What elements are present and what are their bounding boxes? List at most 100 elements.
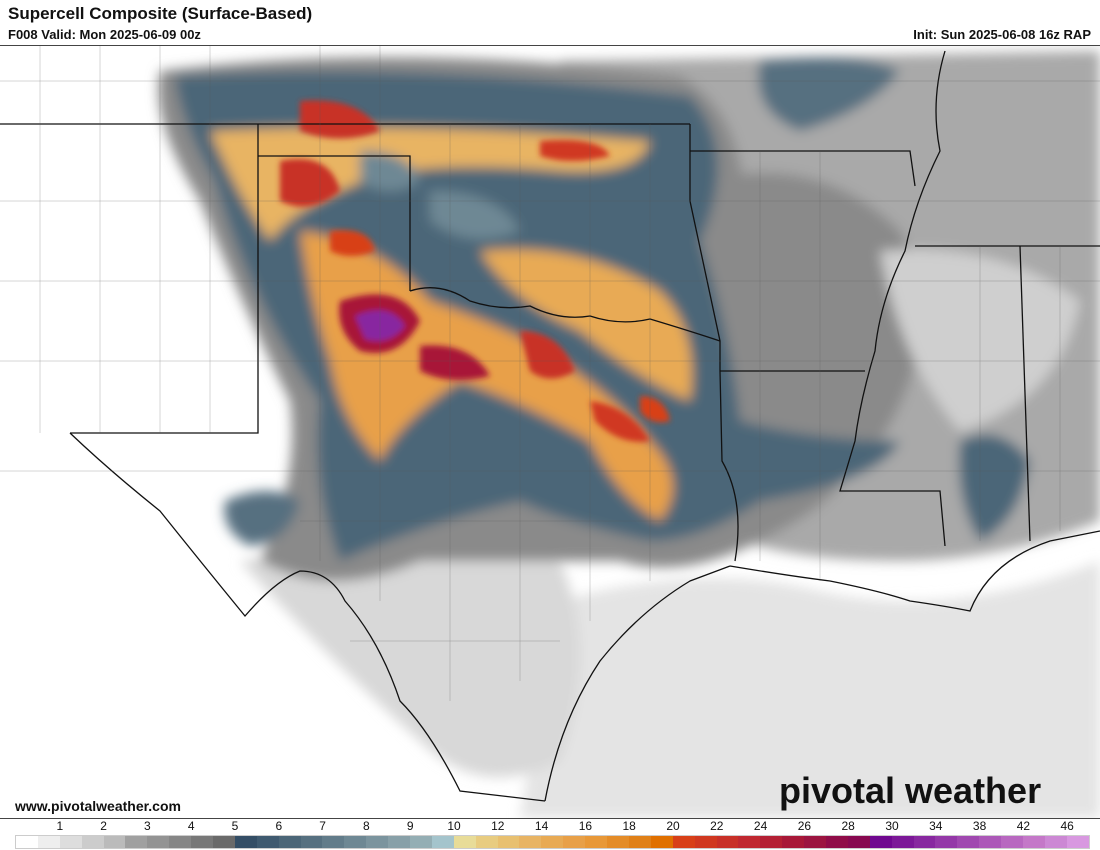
colorbar-swatch	[59, 836, 82, 848]
colorbar-swatch	[147, 836, 170, 848]
colorbar-label: 16	[578, 819, 593, 833]
colorbar-swatch	[366, 836, 389, 848]
boundaries	[0, 50, 1100, 802]
colorbar-swatch	[475, 836, 498, 848]
colorbar	[15, 835, 1090, 849]
colorbar-label: 2	[100, 819, 107, 833]
colorbar-swatch	[497, 836, 520, 848]
red-mid	[420, 345, 490, 380]
colorbar-swatch	[738, 836, 761, 848]
texas-coast	[544, 565, 731, 802]
colorbar-swatch	[519, 836, 542, 848]
red-central	[520, 331, 575, 379]
colorbar-swatch	[388, 836, 411, 848]
colorbar-swatch	[1044, 836, 1067, 848]
blue-northeast-blob	[758, 57, 900, 131]
pivotal-weather-logo: pivotal weather	[779, 770, 1042, 811]
colorbar-swatch	[256, 836, 279, 848]
state-border-ok-panhandle	[258, 155, 411, 291]
colorbar-label: 24	[753, 819, 768, 833]
teal-hole-2	[430, 191, 520, 239]
colorbar-label: 20	[666, 819, 680, 833]
colorbar-swatch	[913, 836, 936, 848]
colorbar-swatch	[782, 836, 805, 848]
state-border-mo-ar	[690, 150, 916, 187]
colorbar-label: 46	[1060, 819, 1074, 833]
blue-band	[175, 71, 900, 561]
colorbar-swatch	[891, 836, 914, 848]
colorbar-label: 12	[491, 819, 505, 833]
colorbar-label: 28	[841, 819, 855, 833]
colorbar-label: 38	[972, 819, 987, 833]
colorbar-swatch	[694, 836, 717, 848]
colorbar-swatch	[716, 836, 739, 848]
colorbar-label: 9	[406, 819, 414, 833]
gulf-light-field	[520, 561, 1100, 818]
colorbar-label: 34	[929, 819, 943, 833]
forecast-map[interactable]	[0, 45, 1100, 819]
state-border-tx-la	[719, 370, 739, 562]
state-border-tx-panhandle	[70, 124, 259, 434]
colorbar-label: 6	[275, 819, 283, 833]
red-east	[640, 396, 670, 423]
blue-east-blob	[959, 434, 1030, 541]
colorbar-label: 10	[447, 819, 461, 833]
orange-oklahoma	[480, 249, 692, 401]
texas-light-field	[240, 551, 580, 777]
colorbar-swatch	[935, 836, 958, 848]
colorbar-swatch	[213, 836, 235, 848]
blue-southwest-blob	[224, 491, 300, 546]
state-border-ms-al	[1019, 245, 1031, 542]
colorbar-label: 5	[231, 819, 239, 833]
colorbar-swatch	[825, 836, 848, 848]
county-lines	[0, 46, 1100, 701]
colorbar-label: 30	[885, 819, 899, 833]
map-title: Supercell Composite (Surface-Based)	[8, 4, 313, 23]
colorbar-swatch	[453, 836, 476, 848]
colorbar-swatch	[541, 836, 564, 848]
teal-hole-1	[360, 151, 420, 191]
colorbar-swatch	[1022, 836, 1045, 848]
colorbar-swatch	[869, 836, 892, 848]
rio-grande	[69, 432, 546, 802]
colorbar-label: 3	[144, 819, 151, 833]
colorbar-swatch	[847, 836, 870, 848]
colorbar-swatch	[234, 836, 257, 848]
colorbar-swatch	[804, 836, 826, 848]
colorbar-label: 18	[622, 819, 636, 833]
colorbar-swatch	[300, 836, 323, 848]
colorbar-swatch	[103, 836, 126, 848]
louisiana-coast	[729, 530, 1100, 612]
colorbar-label: 14	[534, 819, 549, 833]
red-north-1	[280, 159, 340, 207]
colorbar-swatch	[125, 836, 148, 848]
colorbar-swatch	[628, 836, 651, 848]
colorbar-swatch	[410, 836, 432, 848]
colorbar-swatch	[16, 836, 38, 848]
colorbar-swatch	[585, 836, 608, 848]
valid-time: F008 Valid: Mon 2025-06-09 00z	[8, 27, 201, 42]
colorbar-swatch	[81, 836, 104, 848]
colorbar-swatch	[979, 836, 1002, 848]
colorbar-swatch	[760, 836, 783, 848]
colorbar-label: 1	[56, 819, 64, 833]
colorbar-swatch	[431, 836, 454, 848]
red-south	[590, 401, 650, 442]
colorbar-label: 42	[1016, 819, 1031, 833]
colorbar-label: 7	[319, 819, 326, 833]
colorbar-swatch	[278, 836, 301, 848]
map-canvas	[0, 46, 1100, 818]
colorbar-swatch	[672, 836, 695, 848]
init-time: Init: Sun 2025-06-08 16z RAP	[913, 27, 1091, 42]
colorbar-label: 22	[710, 819, 724, 833]
colorbar-label: 8	[363, 819, 370, 833]
colorbar-swatch	[650, 836, 673, 848]
colorbar-swatch	[191, 836, 214, 848]
colorbar-swatch	[563, 836, 586, 848]
colorbar-swatch	[169, 836, 192, 848]
state-border-ok-ar	[689, 124, 721, 371]
colorbar-swatch	[1066, 836, 1089, 848]
website-url[interactable]: www.pivotalweather.com	[15, 798, 181, 814]
colorbar-swatch	[344, 836, 367, 848]
colorbar-swatch	[322, 836, 345, 848]
